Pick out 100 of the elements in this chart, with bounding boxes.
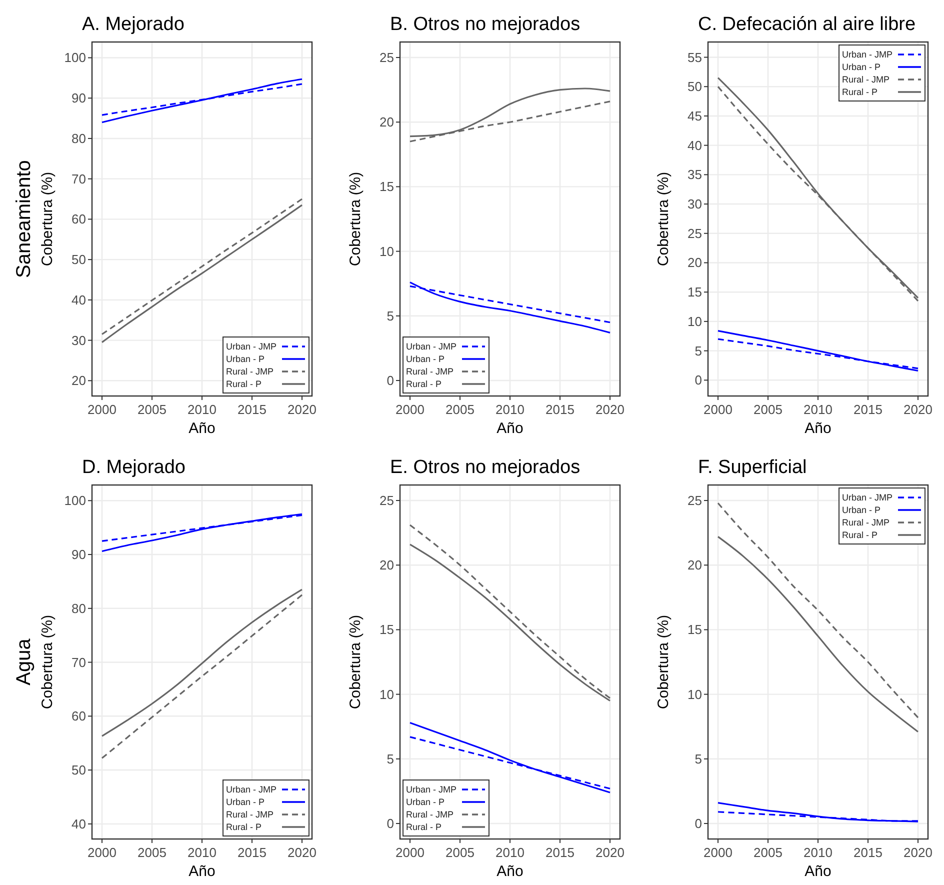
legend-label: Urban - JMP	[406, 342, 457, 352]
y-tick-label: 15	[688, 284, 702, 300]
x-tick-label: 2000	[704, 845, 732, 860]
y-tick-label: 100	[64, 50, 86, 66]
x-tick-label: 2005	[138, 402, 166, 417]
line-series	[101, 594, 303, 759]
line-series	[101, 588, 303, 737]
legend-label: Rural - P	[226, 822, 262, 832]
y-tick-label: 50	[72, 762, 86, 778]
x-tick-label: 2010	[188, 845, 216, 860]
y-tick-label: 5	[694, 343, 702, 358]
y-tick-label: 5	[386, 308, 394, 324]
y-tick-label: 25	[380, 493, 394, 508]
legend-label: Urban - P	[406, 354, 445, 364]
chart-title: A. Mejorado	[82, 14, 184, 35]
y-tick-label: 15	[380, 179, 394, 194]
y-axis-title: Cobertura (%)	[39, 172, 56, 266]
x-tick-label: 2015	[854, 402, 882, 417]
y-tick-label: 15	[688, 622, 702, 638]
y-tick-label: 70	[72, 171, 86, 186]
x-tick-label: 2020	[288, 845, 316, 860]
legend-label: Urban - JMP	[226, 342, 277, 352]
x-axis-title: Año	[804, 420, 832, 437]
x-tick-label: 2020	[904, 845, 932, 860]
x-tick-label: 2000	[704, 402, 732, 417]
legend-label: Rural - JMP	[226, 366, 274, 376]
y-tick-label: 100	[64, 493, 86, 508]
y-tick-label: 20	[380, 114, 394, 130]
legend-label: Urban - JMP	[842, 492, 893, 502]
y-tick-label: 25	[688, 226, 702, 241]
y-tick-label: 20	[72, 373, 86, 388]
legend-label: Rural - JMP	[226, 810, 274, 820]
line-series	[409, 282, 611, 334]
x-tick-label: 2015	[546, 402, 574, 417]
legend-label: Rural - P	[406, 822, 442, 832]
x-axis-title: Año	[496, 420, 524, 437]
y-tick-label: 90	[72, 90, 86, 106]
x-tick-label: 2000	[396, 845, 424, 860]
x-tick-label: 2010	[496, 845, 524, 860]
y-tick-label: 30	[72, 332, 86, 348]
y-tick-label: 20	[380, 558, 394, 573]
legend-label: Rural - P	[842, 530, 878, 540]
y-tick-label: 40	[72, 292, 86, 308]
chart-title: E. Otros no mejorados	[390, 457, 580, 478]
x-tick-label: 2000	[88, 845, 116, 860]
legend-label: Urban - P	[406, 797, 445, 807]
y-tick-label: 90	[72, 547, 86, 562]
x-tick-label: 2020	[596, 845, 624, 860]
y-tick-label: 60	[72, 212, 86, 227]
y-axis-title: Cobertura (%)	[347, 614, 364, 710]
x-tick-label: 2005	[446, 402, 474, 417]
x-tick-label: 2015	[854, 845, 882, 860]
y-tick-label: 35	[688, 167, 702, 182]
y-axis-title: Cobertura (%)	[655, 172, 672, 266]
y-tick-label: 50	[72, 252, 86, 268]
y-tick-label: 20	[688, 558, 702, 573]
legend-label: Rural - JMP	[842, 74, 890, 84]
legend-label: Urban - JMP	[226, 784, 277, 794]
x-tick-label: 2015	[238, 402, 266, 417]
y-tick-label: 60	[72, 708, 86, 724]
y-tick-label: 30	[688, 196, 702, 212]
legend-label: Rural - JMP	[406, 810, 454, 820]
legend-label: Urban - JMP	[842, 50, 893, 60]
y-tick-label: 0	[694, 372, 702, 388]
y-tick-label: 5	[386, 751, 394, 766]
x-axis-title: Año	[804, 863, 832, 880]
legend-label: Rural - JMP	[842, 518, 890, 528]
x-axis-title: Año	[188, 863, 216, 880]
y-tick-label: 0	[694, 816, 702, 831]
legend-label: Urban - P	[226, 797, 265, 807]
y-tick-label: 40	[72, 816, 86, 832]
y-tick-label: 40	[688, 138, 702, 153]
x-tick-label: 2020	[288, 402, 316, 417]
chart-title: B. Otros no mejorados	[390, 14, 580, 35]
y-tick-label: 10	[380, 686, 394, 702]
legend-label: Urban - P	[842, 62, 881, 72]
x-tick-label: 2005	[138, 845, 166, 860]
y-tick-label: 50	[688, 79, 702, 94]
x-tick-label: 2010	[496, 402, 524, 417]
y-tick-label: 5	[694, 751, 702, 766]
x-tick-label: 2000	[396, 402, 424, 417]
y-tick-label: 10	[688, 686, 702, 702]
y-tick-label: 0	[386, 816, 394, 831]
y-tick-label: 15	[380, 622, 394, 638]
y-axis-title: Cobertura (%)	[39, 614, 56, 710]
y-tick-label: 25	[380, 50, 394, 66]
legend-label: Urban - JMP	[406, 784, 457, 794]
line-series	[717, 502, 919, 718]
legend-label: Rural - P	[406, 379, 442, 389]
legend-label: Rural - P	[226, 379, 262, 389]
x-tick-label: 2020	[904, 402, 932, 417]
y-tick-label: 20	[688, 255, 702, 270]
x-axis-title: Año	[188, 420, 216, 437]
x-tick-label: 2005	[446, 845, 474, 860]
y-tick-label: 25	[688, 493, 702, 508]
y-tick-label: 80	[72, 130, 86, 146]
y-axis-title: Cobertura (%)	[347, 172, 364, 266]
x-tick-label: 2015	[546, 845, 574, 860]
x-tick-label: 2010	[804, 845, 832, 860]
legend-label: Urban - P	[226, 354, 265, 364]
